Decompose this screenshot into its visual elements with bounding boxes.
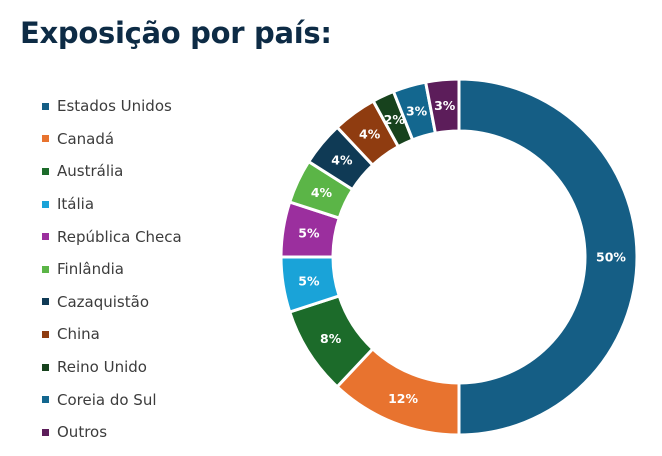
legend-label: Estados Unidos (57, 97, 172, 116)
legend-swatch (42, 102, 49, 110)
chart-legend: Estados Unidos Canadá Austrália Itália Repúb… (42, 90, 182, 449)
legend-item: Coreia do Sul (42, 383, 182, 416)
legend-swatch (42, 363, 49, 371)
slice-label: 4% (311, 185, 333, 200)
legend-label: Finlândia (57, 260, 124, 279)
slice-label: 4% (331, 153, 353, 168)
slice-label: 5% (298, 273, 320, 288)
legend-label: República Checa (57, 227, 182, 246)
legend-label: China (57, 325, 100, 344)
legend-item: China (42, 318, 182, 351)
legend-swatch (42, 396, 49, 404)
slice-label: 5% (298, 226, 320, 241)
slice-label: 2% (384, 112, 406, 127)
legend-item: Itália (42, 188, 182, 221)
legend-label: Coreia do Sul (57, 390, 157, 409)
legend-swatch (42, 298, 49, 306)
legend-label: Cazaquistão (57, 292, 149, 311)
legend-swatch (42, 200, 49, 208)
donut-slice (457, 77, 639, 437)
legend-label: Austrália (57, 162, 124, 181)
slice-label: 3% (434, 98, 456, 113)
legend-item: Reino Unido (42, 351, 182, 384)
legend-swatch (42, 265, 49, 273)
legend-swatch (42, 233, 49, 241)
slice-label: 4% (359, 127, 381, 142)
legend-swatch (42, 167, 49, 175)
chart-title: Exposição por país: (20, 16, 332, 50)
legend-label: Canadá (57, 129, 115, 148)
legend-swatch (42, 135, 49, 143)
legend-item: Austrália (42, 155, 182, 188)
legend-item: Finlândia (42, 253, 182, 286)
legend-swatch (42, 330, 49, 338)
slice-label: 12% (388, 391, 418, 406)
legend-label: Outros (57, 423, 108, 442)
donut-slice (423, 77, 461, 135)
legend-item: Canadá (42, 123, 182, 156)
slice-label: 3% (406, 104, 428, 119)
legend-item: Cazaquistão (42, 286, 182, 319)
legend-item: Estados Unidos (42, 90, 182, 123)
slice-label: 8% (320, 331, 342, 346)
legend-label: Reino Unido (57, 358, 147, 377)
legend-item: Outros (42, 416, 182, 449)
legend-item: República Checa (42, 220, 182, 253)
slice-label: 50% (596, 250, 626, 265)
legend-swatch (42, 428, 49, 436)
legend-label: Itália (57, 195, 95, 214)
